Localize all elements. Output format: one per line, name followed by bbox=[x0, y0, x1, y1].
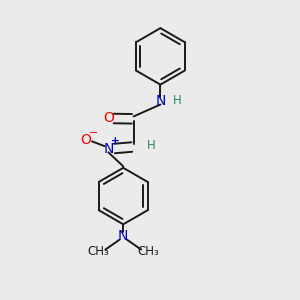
Text: −: − bbox=[89, 128, 98, 138]
Text: H: H bbox=[172, 94, 181, 107]
Text: H: H bbox=[146, 139, 155, 152]
Text: N: N bbox=[155, 94, 166, 108]
Text: CH₃: CH₃ bbox=[138, 244, 159, 258]
Text: N: N bbox=[103, 142, 114, 155]
Text: N: N bbox=[118, 229, 128, 243]
Text: O: O bbox=[81, 133, 92, 147]
Text: CH₃: CH₃ bbox=[87, 244, 109, 258]
Text: O: O bbox=[103, 112, 114, 125]
Text: +: + bbox=[111, 136, 119, 146]
